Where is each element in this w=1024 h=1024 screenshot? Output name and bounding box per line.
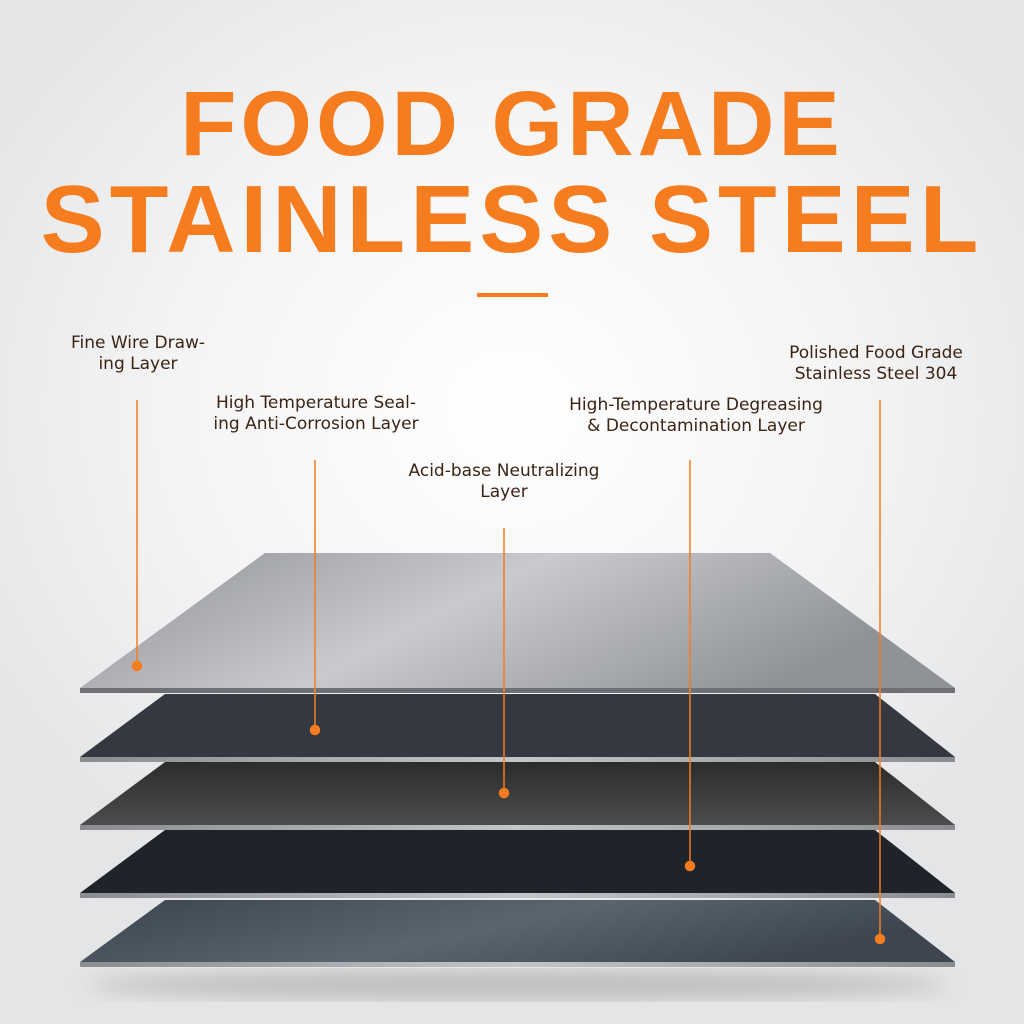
marker-dot-4	[684, 860, 696, 872]
label-polished-stainless-steel-304: Polished Food Grade Stainless Steel 304	[789, 343, 963, 385]
layer-5-plate	[80, 900, 955, 967]
marker-dot-1	[131, 660, 143, 672]
label-fine-wire-drawing-layer: Fine Wire Draw- ing Layer	[71, 333, 205, 375]
label-line: Polished Food Grade	[789, 343, 963, 363]
title-divider	[477, 293, 548, 297]
title-line-1: FOOD GRADE	[180, 73, 844, 175]
label-line: ing Anti-Corrosion Layer	[213, 414, 419, 434]
label-line: & Decontamination Layer	[587, 416, 805, 436]
label-line: High Temperature Seal-	[215, 393, 417, 413]
marker-dot-3	[498, 787, 510, 799]
shadow	[87, 971, 947, 999]
label-line: Acid-base Neutralizing	[408, 461, 600, 481]
marker-dot-5	[874, 933, 886, 945]
layer-2-plate	[80, 694, 955, 762]
layer-3-plate	[80, 762, 955, 830]
label-degreasing-decontamination-layer: High-Temperature Degreasing & Decontamin…	[569, 395, 823, 437]
layer-1-plate	[80, 553, 955, 693]
label-line: Stainless Steel 304	[794, 364, 958, 384]
label-line: Layer	[480, 482, 528, 502]
label-line: High-Temperature Degreasing	[569, 395, 823, 415]
label-line: ing Layer	[98, 354, 178, 374]
label-sealing-anti-corrosion-layer: High Temperature Seal- ing Anti-Corrosio…	[213, 393, 418, 435]
marker-dot-2	[309, 724, 321, 736]
layer-4-plate	[80, 830, 955, 898]
label-acid-base-neutralizing-layer: Acid-base Neutralizing Layer	[409, 461, 600, 503]
title-line-2: STAINLESS STEEL	[40, 166, 984, 273]
label-line: Fine Wire Draw-	[70, 333, 206, 353]
